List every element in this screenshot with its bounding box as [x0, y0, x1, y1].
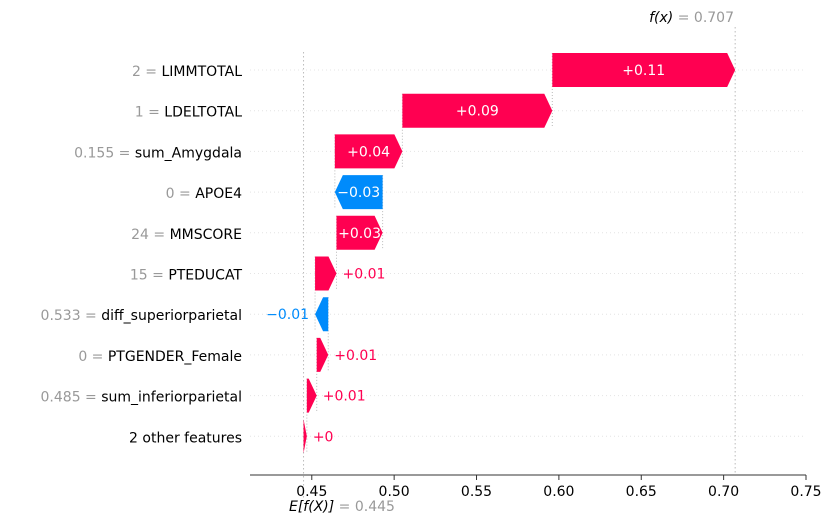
feature-name: LDELTOTAL: [164, 105, 242, 121]
ex-separator: =: [334, 499, 355, 515]
feature-value: 1 =: [135, 105, 165, 121]
reference-lines: [303, 27, 736, 498]
feature-label: 2 = LIMMTOTAL: [132, 64, 242, 80]
ex-annotation: E[f(X)] = 0.445: [289, 499, 395, 515]
feature-name: sum_inferiorparietal: [101, 390, 242, 406]
x-tick-label: 0.45: [296, 484, 327, 500]
feature-value: 0 =: [166, 186, 196, 202]
x-tick-label: 0.70: [708, 484, 739, 500]
x-tick-label: 0.75: [790, 484, 821, 500]
feature-label: 1 = LDELTOTAL: [135, 105, 242, 121]
feature-label: 0.155 = sum_Amygdala: [74, 145, 242, 161]
contribution-bars: [303, 53, 736, 454]
bar-value-label: −0.01: [266, 307, 309, 323]
feature-name: diff_superiorparietal: [101, 308, 242, 324]
bar-value-label: +0.01: [342, 267, 385, 283]
bar-arrow: [334, 175, 383, 210]
feature-name: LIMMTOTAL: [162, 64, 243, 80]
feature-name: PTGENDER_Female: [108, 349, 242, 365]
x-tick-label: 0.50: [379, 484, 410, 500]
feature-label: 0 = APOE4: [166, 186, 242, 202]
bar-arrow: [315, 297, 329, 332]
bar-arrow: [306, 378, 317, 413]
bar-value-label: +0.04: [347, 144, 390, 160]
feature-label: 0.533 = diff_superiorparietal: [41, 308, 242, 324]
bar-value-label: +0.09: [456, 104, 499, 120]
bar-arrow: [402, 93, 553, 128]
feature-name: PTEDUCAT: [168, 268, 242, 284]
feature-name: 2 other features: [129, 430, 242, 446]
feature-labels: +0.11 2 = LIMMTOTAL +0.09 1 = LDELTOTAL +0.0…: [41, 63, 666, 446]
feature-label: 0.485 = sum_inferiorparietal: [41, 390, 242, 406]
fx-label: f(x): [649, 10, 673, 26]
fx-separator: =: [673, 10, 694, 26]
bar-arrow: [316, 337, 329, 372]
bar-value-label: +0.11: [622, 63, 665, 79]
feature-value: 0 =: [78, 349, 108, 365]
feature-value: 0.485 =: [41, 390, 102, 406]
feature-label: 2 other features: [129, 430, 242, 446]
bar-value-label: +0.01: [334, 348, 377, 364]
feature-name: sum_Amygdala: [135, 145, 242, 161]
feature-label: 24 = MMSCORE: [131, 227, 242, 243]
feature-name: MMSCORE: [170, 227, 242, 243]
feature-value: 0.533 =: [41, 308, 102, 324]
fx-annotation: f(x) = 0.707: [649, 10, 734, 26]
fx-value: 0.707: [694, 10, 734, 26]
ex-label: E[f(X)]: [289, 499, 334, 515]
bar-value-label: +0.01: [323, 389, 366, 405]
feature-label: 0 = PTGENDER_Female: [78, 349, 242, 365]
x-tick-label: 0.65: [626, 484, 657, 500]
bar-value-label: +0.03: [338, 226, 381, 242]
x-tick-label: 0.60: [543, 484, 574, 500]
bar-arrow: [552, 53, 736, 87]
feature-value: 2 =: [132, 64, 162, 80]
x-axis: 0.45 0.50 0.55 0.60 0.65 0.70 0.75: [250, 474, 822, 500]
bar-value-label: −0.03: [337, 185, 380, 201]
ex-value: 0.445: [355, 499, 395, 515]
bar-arrow: [336, 215, 383, 250]
feature-value: 24 =: [131, 227, 169, 243]
feature-name: APOE4: [195, 186, 242, 202]
feature-value: 0.155 =: [74, 145, 135, 161]
feature-label: 15 = PTEDUCAT: [130, 268, 243, 284]
bar-value-label: +0: [313, 429, 334, 445]
feature-value: 15 =: [130, 268, 168, 284]
x-tick-label: 0.55: [461, 484, 492, 500]
bar-arrow: [303, 419, 307, 454]
bar-arrow: [334, 134, 403, 169]
bar-arrow: [315, 256, 337, 291]
